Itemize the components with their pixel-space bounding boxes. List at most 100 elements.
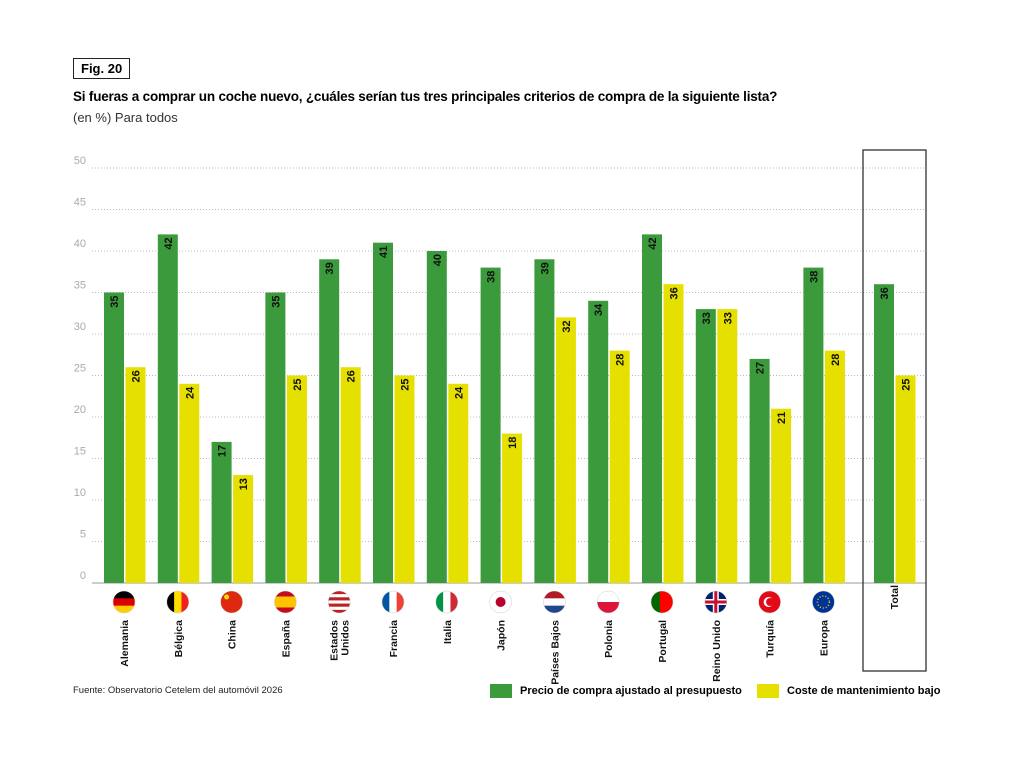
flag-body	[328, 591, 351, 613]
flag-stripe	[181, 591, 189, 613]
bar-maintenance	[125, 367, 146, 583]
flag-stripe	[274, 596, 297, 603]
bar-maintenance	[286, 375, 307, 583]
category-label: Italia	[442, 620, 454, 644]
flag-stripe	[166, 591, 175, 613]
bar-price	[373, 242, 393, 583]
bar-maintenance	[502, 433, 523, 583]
data-label: 35	[109, 296, 121, 308]
legend-label: Coste de mantenimiento bajo	[787, 685, 941, 697]
flag-france-icon	[381, 590, 405, 614]
flag-body	[220, 591, 243, 613]
data-label: 27	[755, 362, 767, 374]
flag-stripe	[450, 591, 458, 613]
legend-item-green: Precio de compra ajustado al presupuesto	[490, 684, 742, 698]
flag-border	[489, 590, 512, 614]
flag-germany-icon	[112, 590, 136, 614]
bar-maintenance	[895, 375, 916, 583]
category-label: China	[227, 620, 239, 649]
data-label: 33	[701, 312, 713, 324]
flag-stripe	[597, 602, 620, 613]
y-tick-label: 0	[80, 570, 86, 582]
bar-price	[265, 292, 286, 583]
flag-usa-icon	[327, 590, 351, 614]
flag-body	[704, 591, 727, 613]
flag-body	[435, 591, 458, 613]
data-label: 32	[561, 320, 573, 332]
flag-eu-icon	[812, 590, 835, 614]
flag-stripe	[543, 605, 566, 613]
bar-price	[642, 234, 662, 583]
flag-body	[489, 591, 512, 613]
bar-maintenance	[233, 475, 254, 583]
data-label: 36	[879, 287, 891, 299]
flag-stripe	[113, 605, 135, 613]
data-label: 24	[184, 386, 196, 399]
category-label: Países Bajos	[549, 620, 561, 685]
flag-stripe	[328, 606, 351, 611]
flag-stripe	[543, 591, 566, 599]
bar-maintenance	[609, 350, 630, 583]
legend-item-yellow: Coste de mantenimiento bajo	[757, 684, 940, 698]
category-label: Europa	[818, 620, 830, 656]
flag-stripe	[396, 591, 404, 613]
category-label: Total	[889, 585, 901, 609]
y-tick-label: 40	[74, 238, 86, 250]
flag-stripe	[389, 591, 398, 613]
data-label: 21	[776, 412, 788, 424]
flag-stars	[816, 595, 831, 609]
y-tick-label: 35	[74, 280, 86, 292]
flag-stripe	[597, 591, 620, 603]
y-tick-label: 30	[74, 321, 86, 333]
flag-border	[381, 590, 405, 614]
bar-maintenance	[340, 367, 361, 583]
flag-body	[812, 591, 835, 613]
category-label: Estados	[329, 620, 341, 661]
flag-belgium-icon	[166, 590, 190, 614]
source-note: Fuente: Observatorio Cetelem del automóv…	[73, 685, 283, 696]
flag-disc	[495, 597, 506, 607]
chart-subtitle: (en %) Para todos	[73, 110, 178, 125]
flag-body	[274, 591, 297, 613]
flag-stripe	[328, 597, 351, 601]
flag-body	[651, 591, 673, 613]
data-label: 17	[217, 445, 229, 457]
bar-maintenance	[663, 284, 684, 583]
flag-stripe	[274, 607, 297, 613]
flag-stripe	[443, 591, 451, 613]
category-label: Reino Unido	[711, 620, 723, 682]
flag-spain-icon	[274, 590, 297, 614]
flag-border	[650, 590, 674, 614]
data-label: 28	[830, 354, 842, 366]
flag-body	[166, 591, 189, 613]
bar-price	[695, 309, 716, 583]
category-label: Turquía	[765, 620, 777, 658]
flag-border	[543, 590, 566, 614]
bar-maintenance	[717, 309, 738, 583]
flag-poland-icon	[596, 590, 620, 614]
data-label: 28	[615, 354, 627, 366]
bar-maintenance	[394, 375, 415, 583]
data-label: 42	[647, 237, 659, 249]
flag-stripe	[328, 603, 351, 608]
data-label: 25	[292, 379, 304, 391]
category-label: Japón	[496, 620, 508, 651]
bar-maintenance	[771, 408, 792, 583]
y-tick-label: 5	[80, 529, 86, 541]
y-tick-label: 45	[74, 197, 86, 209]
bar-price	[588, 300, 609, 583]
flag-stripe	[664, 591, 670, 613]
flag-border	[435, 590, 459, 614]
bar-price	[534, 259, 555, 583]
data-label: 33	[722, 312, 734, 324]
flag-stripe	[435, 591, 444, 613]
flag-stripe	[113, 591, 135, 599]
flag-stripe	[328, 591, 351, 595]
flag-turkey-icon	[758, 590, 781, 614]
flag-border	[166, 590, 190, 614]
bar-price	[874, 284, 894, 583]
data-label: 26	[346, 370, 358, 382]
bar-price	[319, 259, 340, 583]
flag-border	[112, 590, 136, 614]
